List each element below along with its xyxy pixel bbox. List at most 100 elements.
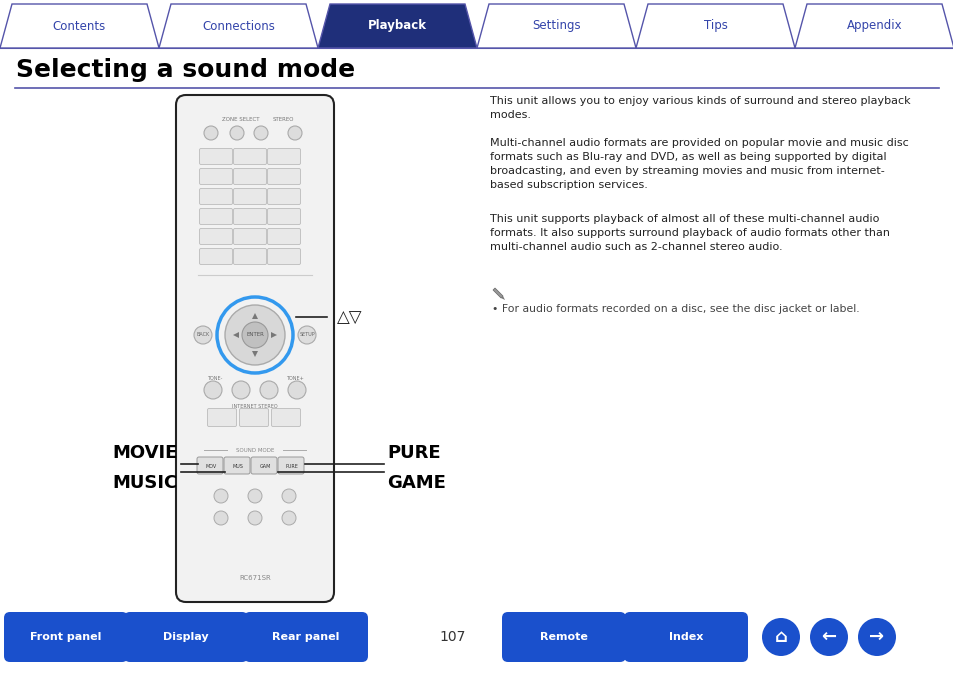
FancyBboxPatch shape [175,95,334,602]
Text: Display: Display [163,632,209,642]
Circle shape [204,381,222,399]
Circle shape [248,489,262,503]
Polygon shape [271,332,276,338]
Circle shape [230,126,244,140]
FancyBboxPatch shape [267,149,300,164]
Text: TONE+: TONE+ [286,376,304,380]
Text: ←: ← [821,628,836,646]
Circle shape [225,305,285,365]
Text: INTERNET STEREO: INTERNET STEREO [232,404,277,409]
Text: TONE-: TONE- [207,376,222,380]
Polygon shape [493,288,502,298]
Text: MUS: MUS [233,464,243,468]
FancyBboxPatch shape [208,409,236,427]
Text: Multi-channel audio formats are provided on popular movie and music disc
formats: Multi-channel audio formats are provided… [490,138,908,190]
FancyBboxPatch shape [233,209,266,225]
Polygon shape [794,4,953,48]
Polygon shape [233,332,239,338]
Circle shape [288,381,306,399]
Circle shape [193,326,212,344]
Circle shape [761,618,800,656]
Circle shape [857,618,895,656]
Polygon shape [252,313,257,319]
Polygon shape [252,351,257,357]
FancyBboxPatch shape [233,149,266,164]
Circle shape [248,511,262,525]
Text: SOUND MODE: SOUND MODE [235,448,274,452]
FancyBboxPatch shape [4,612,128,662]
Circle shape [282,489,295,503]
Text: Contents: Contents [52,20,106,32]
Text: △▽: △▽ [336,308,362,326]
Text: MOV: MOV [205,464,216,468]
Text: BACK: BACK [196,332,210,337]
Text: Rear panel: Rear panel [272,632,339,642]
Circle shape [260,381,277,399]
Circle shape [288,126,302,140]
Polygon shape [500,296,504,300]
Circle shape [253,126,268,140]
FancyBboxPatch shape [501,612,625,662]
Polygon shape [476,4,636,48]
Text: Settings: Settings [532,20,580,32]
Text: MOVIE: MOVIE [112,444,178,462]
Circle shape [213,489,228,503]
FancyBboxPatch shape [233,168,266,184]
FancyBboxPatch shape [272,409,300,427]
Polygon shape [0,4,159,48]
Text: Remote: Remote [539,632,587,642]
Text: PURE: PURE [285,464,298,468]
Text: →: → [868,628,883,646]
Text: MUSIC: MUSIC [112,474,178,492]
FancyBboxPatch shape [267,229,300,244]
Circle shape [297,326,315,344]
Text: ZONE SELECT: ZONE SELECT [222,117,259,122]
FancyBboxPatch shape [199,248,233,264]
FancyBboxPatch shape [267,209,300,225]
Circle shape [809,618,847,656]
Circle shape [282,511,295,525]
FancyBboxPatch shape [199,188,233,205]
Circle shape [232,381,250,399]
FancyBboxPatch shape [623,612,747,662]
Text: Index: Index [668,632,702,642]
Text: Appendix: Appendix [846,20,902,32]
Text: This unit allows you to enjoy various kinds of surround and stereo playback
mode: This unit allows you to enjoy various ki… [490,96,910,120]
FancyBboxPatch shape [233,229,266,244]
Text: Front panel: Front panel [30,632,102,642]
Text: ⌂: ⌂ [774,628,786,646]
Text: Playback: Playback [368,20,427,32]
Text: • For audio formats recorded on a disc, see the disc jacket or label.: • For audio formats recorded on a disc, … [492,304,859,314]
Text: PURE: PURE [387,444,440,462]
FancyBboxPatch shape [267,248,300,264]
FancyBboxPatch shape [267,168,300,184]
Circle shape [213,511,228,525]
Text: This unit supports playback of almost all of these multi-channel audio
formats. : This unit supports playback of almost al… [490,214,889,252]
FancyBboxPatch shape [196,457,223,474]
Text: GAM: GAM [259,464,271,468]
FancyBboxPatch shape [199,229,233,244]
Polygon shape [159,4,317,48]
Text: RC671SR: RC671SR [239,575,271,581]
FancyBboxPatch shape [267,188,300,205]
Text: 107: 107 [439,630,466,644]
FancyBboxPatch shape [199,209,233,225]
Text: Connections: Connections [202,20,274,32]
FancyBboxPatch shape [251,457,276,474]
Text: Selecting a sound mode: Selecting a sound mode [16,58,355,82]
Polygon shape [636,4,794,48]
FancyBboxPatch shape [277,457,304,474]
FancyBboxPatch shape [199,149,233,164]
Text: SETUP: SETUP [299,332,314,337]
FancyBboxPatch shape [233,248,266,264]
Polygon shape [317,4,476,48]
FancyBboxPatch shape [224,457,250,474]
Text: GAME: GAME [387,474,445,492]
Text: STEREO: STEREO [272,117,294,122]
Circle shape [242,322,268,348]
Text: Tips: Tips [702,20,727,32]
Text: ENTER: ENTER [246,332,264,337]
FancyBboxPatch shape [233,188,266,205]
Circle shape [204,126,218,140]
FancyBboxPatch shape [199,168,233,184]
